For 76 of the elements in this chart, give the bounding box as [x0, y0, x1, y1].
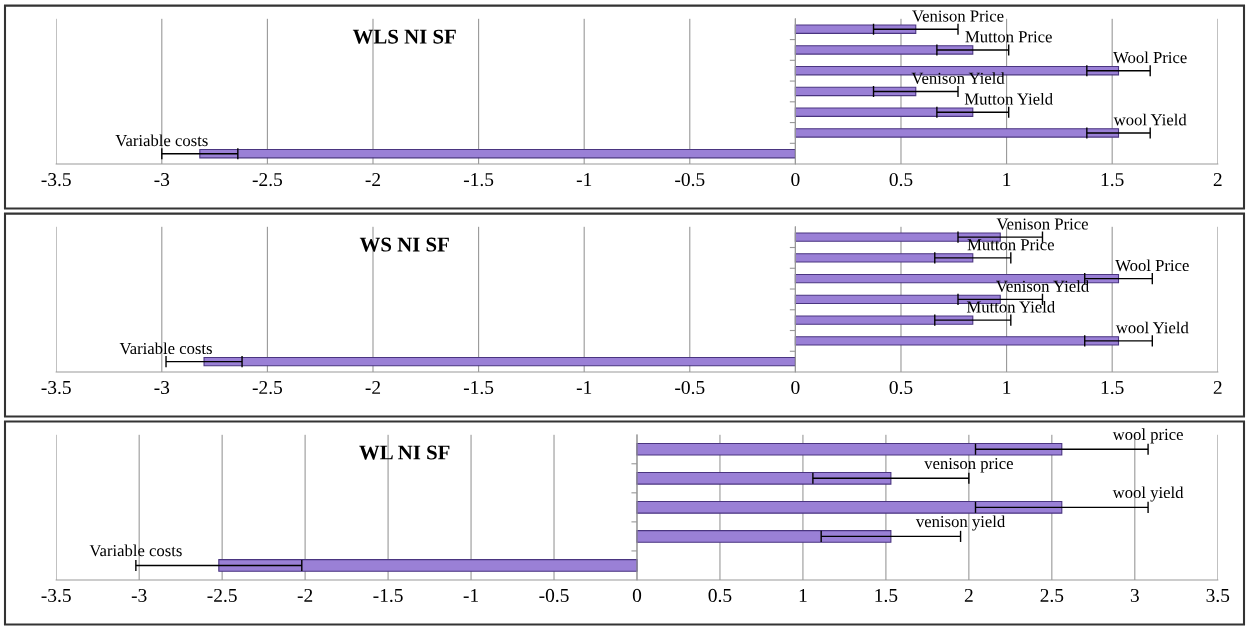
- x-tick-label: -1: [576, 381, 592, 394]
- x-tick-label: 1: [799, 588, 807, 602]
- y-tick-label: Venison Price: [996, 218, 1088, 230]
- y-tick-label: venison yield: [915, 515, 1006, 531]
- x-tick-label: 0: [791, 380, 800, 395]
- x-tick-label: -1.5: [373, 588, 403, 603]
- y-tick-label: wool Yield: [1113, 113, 1187, 126]
- bar: [636, 500, 1063, 514]
- bar: [199, 148, 796, 159]
- bar: [636, 471, 892, 485]
- chart-title: WLS NI SF: [352, 29, 456, 44]
- y-tick-label: Wool Price: [1113, 51, 1187, 64]
- bar: [794, 336, 1120, 346]
- x-tick-label: -2: [365, 380, 381, 394]
- y-tick-label: Variable costs: [119, 342, 212, 355]
- x-tick-label: 1.5: [875, 588, 898, 603]
- x-tick-label: 1.5: [1101, 381, 1124, 395]
- bar: [794, 45, 974, 55]
- x-tick-label: 2.5: [1040, 588, 1064, 603]
- x-tick-label: -3: [131, 588, 147, 602]
- x-tick-label: -2.5: [252, 380, 283, 395]
- x-tick-label: -0.5: [675, 380, 705, 395]
- y-tick-label: Venison Yield: [996, 280, 1089, 292]
- y-tick-label: Variable costs: [89, 544, 182, 557]
- x-tick-label: -2.5: [207, 588, 237, 603]
- x-tick-label: -2: [365, 173, 381, 186]
- x-tick-label: 1: [1003, 381, 1011, 394]
- y-tick-label: wool yield: [1112, 486, 1184, 502]
- x-tick-label: 0.5: [889, 380, 913, 395]
- x-tick-label: 3: [1130, 588, 1139, 602]
- chart-title: WL NI SF: [359, 445, 450, 460]
- y-tick-label: Mutton Yield: [964, 92, 1053, 105]
- x-tick-label: 1.5: [1101, 173, 1124, 187]
- x-tick-label: -0.5: [539, 588, 569, 603]
- y-tick-label: wool price: [1112, 428, 1183, 444]
- bar: [794, 128, 1120, 138]
- x-tick-label: -1.5: [463, 381, 494, 395]
- x-tick-label: -2: [297, 588, 313, 602]
- y-tick-label: Mutton Price: [967, 239, 1054, 251]
- x-tick-label: 1: [1003, 173, 1011, 186]
- y-tick-label: Mutton Yield: [966, 300, 1055, 313]
- x-tick-label: -3.5: [41, 173, 71, 187]
- x-tick-label: -3.5: [41, 380, 71, 395]
- y-tick-label: venison price: [924, 457, 1013, 473]
- x-tick-label: -2.5: [252, 173, 283, 187]
- x-tick-label: -1: [576, 173, 592, 186]
- y-tick-label: Variable costs: [115, 134, 208, 147]
- bar: [794, 315, 974, 325]
- x-tick-label: -3: [154, 380, 170, 395]
- y-tick-label: Wool Price: [1115, 259, 1189, 272]
- bar: [794, 24, 917, 34]
- bar: [794, 107, 974, 117]
- x-tick-label: 2: [1213, 380, 1222, 394]
- x-tick-label: -3.5: [41, 588, 71, 603]
- y-tick-label: Mutton Price: [965, 31, 1052, 43]
- x-tick-label: 0: [632, 588, 642, 602]
- bar: [218, 559, 638, 572]
- x-tick-label: -1.5: [463, 173, 494, 187]
- y-tick-label: Venison Price: [912, 10, 1004, 22]
- x-tick-label: 0.5: [708, 588, 732, 603]
- x-tick-label: 2: [1213, 173, 1222, 186]
- x-tick-label: 2: [964, 588, 973, 602]
- bar: [636, 442, 1063, 456]
- bar: [794, 253, 974, 263]
- x-tick-label: -1: [463, 588, 478, 602]
- bar: [203, 356, 796, 367]
- bar: [636, 530, 892, 543]
- x-tick-label: -0.5: [675, 172, 705, 187]
- y-tick-label: Venison Yield: [911, 72, 1005, 84]
- x-tick-label: -3: [154, 173, 170, 187]
- y-tick-label: wool Yield: [1115, 321, 1189, 334]
- chart-title: WS NI SF: [359, 237, 449, 252]
- x-tick-label: 0.5: [889, 172, 913, 187]
- x-tick-label: 3.5: [1206, 588, 1230, 603]
- bar: [794, 86, 917, 97]
- x-tick-label: 0: [791, 172, 800, 187]
